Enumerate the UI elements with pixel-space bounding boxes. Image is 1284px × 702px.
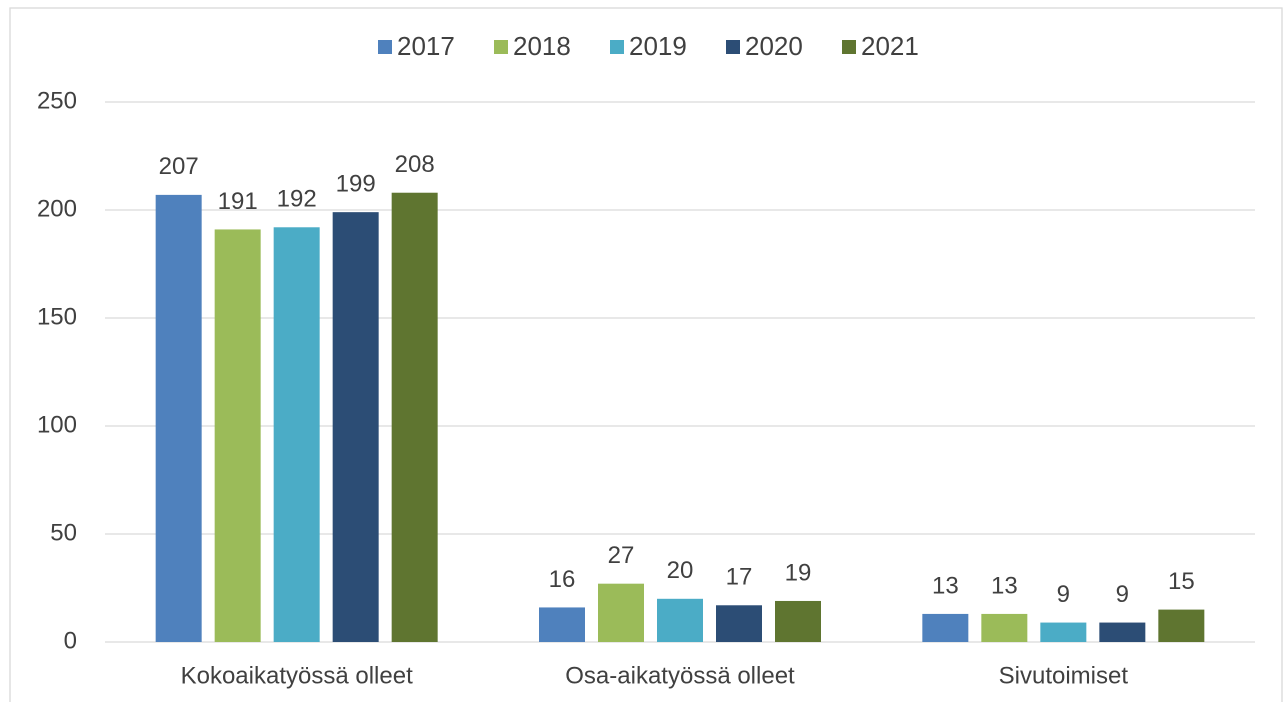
legend-swatch: [494, 40, 508, 54]
y-tick-label: 200: [37, 195, 77, 222]
bar: [155, 194, 202, 642]
y-tick-label: 50: [50, 519, 77, 546]
data-label: 16: [549, 566, 576, 593]
y-tick-label: 0: [64, 627, 77, 654]
bar: [1040, 622, 1087, 642]
legend-swatch: [842, 40, 856, 54]
bar: [391, 192, 438, 642]
legend-label: 2020: [745, 31, 803, 61]
data-label: 207: [159, 153, 199, 180]
y-tick-label: 250: [37, 87, 77, 114]
data-label: 13: [991, 572, 1018, 599]
bar: [332, 212, 379, 642]
data-label: 15: [1168, 568, 1195, 595]
x-tick-label: Osa-aikatyössä olleet: [565, 662, 795, 689]
y-tick-label: 150: [37, 303, 77, 330]
data-label: 13: [932, 572, 959, 599]
data-label: 27: [608, 542, 635, 569]
data-label: 199: [336, 171, 376, 198]
data-label: 19: [785, 559, 812, 586]
bar: [273, 227, 320, 642]
bar: [981, 613, 1028, 642]
data-label: 9: [1116, 581, 1129, 608]
bar: [716, 605, 762, 642]
legend-swatch: [378, 40, 392, 54]
data-label: 191: [218, 188, 258, 215]
legend-label: 2019: [629, 31, 687, 61]
y-tick-label: 100: [37, 411, 77, 438]
x-tick-label: Sivutoimiset: [999, 662, 1129, 689]
bar: [214, 229, 261, 642]
legend-label: 2017: [397, 31, 455, 61]
bar: [657, 598, 703, 642]
bar: [1099, 622, 1146, 642]
bar: [539, 607, 585, 642]
bar: [775, 600, 821, 642]
data-label: 17: [726, 564, 753, 591]
legend-label: 2018: [513, 31, 571, 61]
bar: [922, 613, 969, 642]
legend-swatch: [726, 40, 740, 54]
data-label: 192: [277, 186, 317, 213]
data-label: 20: [667, 557, 694, 584]
legend-label: 2021: [861, 31, 919, 61]
bar: [1158, 609, 1205, 642]
data-label: 9: [1057, 581, 1070, 608]
data-label: 208: [395, 151, 435, 178]
bar: [598, 583, 644, 642]
legend-swatch: [610, 40, 624, 54]
x-tick-label: Kokoaikatyössä olleet: [181, 662, 413, 689]
chart-border: [9, 7, 1283, 702]
